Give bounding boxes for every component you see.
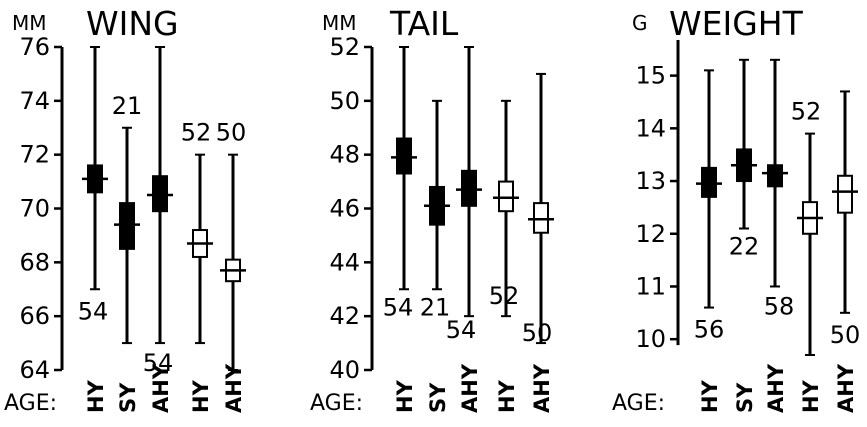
y-tick-label: 11 <box>635 272 666 300</box>
range-mark-3: 54 <box>143 46 174 377</box>
sample-size-label: 54 <box>78 297 109 325</box>
category-label: HY <box>393 379 417 413</box>
category-label: AHY <box>530 363 554 413</box>
chart-panel-tail: MM TAIL4042444648505254HY21SY54AHY52HY50A… <box>310 4 554 416</box>
category-label: AHY <box>222 363 246 413</box>
category-label: HY <box>84 379 108 413</box>
range-mark-5: 50 <box>216 119 247 371</box>
sample-size-label: 54 <box>383 293 414 321</box>
category-label: HY <box>698 379 722 413</box>
category-label: AHY <box>834 363 858 413</box>
chart-panel-weight: G WEIGHT 10 11 12 13 14 15 56 HY 22 SY 58 AHY 52 HY 50 AH… <box>612 4 860 416</box>
age-row-label: AGE: <box>612 391 665 416</box>
range-box-filled <box>119 202 135 250</box>
range-box-open <box>533 202 549 234</box>
y-tick-label: 48 <box>329 141 360 169</box>
y-tick-label: 70 <box>19 195 50 223</box>
range-box-filled <box>152 175 168 213</box>
sample-size-label: 50 <box>830 321 861 349</box>
range-box-filled <box>396 137 412 175</box>
panel-title: TAIL <box>389 4 459 43</box>
y-tick-label: 44 <box>329 248 360 276</box>
y-tick-label: 10 <box>635 325 666 353</box>
category-label: HY <box>799 379 823 413</box>
sample-size-label: 52 <box>181 119 212 147</box>
range-box-open <box>837 174 853 214</box>
range-mark-2: 21 <box>112 92 143 345</box>
unit-label: MM <box>322 11 357 35</box>
chart-panel-wing: MM WING6466687072747654HY21SY54AHY52HY50A… <box>4 4 246 416</box>
age-row-label: AGE: <box>4 391 57 416</box>
range-mark-1: 54 <box>78 46 109 325</box>
y-tick-label: 74 <box>19 87 50 115</box>
category-label: HY <box>495 379 519 413</box>
range-mark-4: 52 <box>791 98 823 356</box>
range-mark-3: 58 <box>762 58 795 320</box>
y-tick-label: 15 <box>635 62 666 90</box>
range-mark-3: 54 <box>446 46 482 344</box>
sample-size-label: 54 <box>446 316 477 344</box>
y-tick-label: 12 <box>635 220 666 248</box>
range-mark-4: 52 <box>489 99 520 318</box>
category-label: SY <box>116 382 140 413</box>
unit-label: MM <box>12 11 47 35</box>
category-label: SY <box>733 382 757 413</box>
sample-size-label: 58 <box>764 292 795 320</box>
y-tick-label: 68 <box>19 248 50 276</box>
y-tick-label: 46 <box>329 195 360 223</box>
sample-size-label: 54 <box>143 349 174 377</box>
sample-size-label: 21 <box>112 92 143 120</box>
y-tick-label: 13 <box>635 167 666 195</box>
y-tick-label: 50 <box>329 87 360 115</box>
category-label: HY <box>189 379 213 413</box>
category-label: SY <box>426 382 450 413</box>
category-label: AHY <box>764 363 788 413</box>
range-mark-2: 22 <box>729 58 760 260</box>
range-mark-4: 52 <box>181 119 213 345</box>
sample-size-label: 50 <box>216 119 247 147</box>
range-mark-5: 50 <box>522 72 554 347</box>
range-box-filled <box>767 164 783 188</box>
sample-size-label: 52 <box>791 98 822 126</box>
y-tick-label: 76 <box>19 33 50 61</box>
sample-size-label: 50 <box>522 319 553 347</box>
y-tick-label: 52 <box>329 33 360 61</box>
sample-size-label: 21 <box>420 293 451 321</box>
sample-size-label: 52 <box>489 282 520 310</box>
range-mark-2: 21 <box>420 99 451 321</box>
range-box-filled <box>461 169 477 207</box>
panel-title: WEIGHT <box>669 4 804 43</box>
range-mark-1: 54 <box>383 46 417 321</box>
sample-size-label: 56 <box>694 316 725 344</box>
sample-size-label: 22 <box>729 232 760 260</box>
y-tick-label: 72 <box>19 141 50 169</box>
y-tick-label: 64 <box>19 356 50 384</box>
range-box-open <box>498 180 514 213</box>
category-label: AHY <box>149 363 173 413</box>
y-tick-label: 40 <box>329 356 360 384</box>
y-tick-label: 14 <box>635 114 666 142</box>
range-box-filled <box>701 166 717 198</box>
range-mark-5: 50 <box>830 90 861 349</box>
y-tick-label: 42 <box>329 302 360 330</box>
y-tick-label: 66 <box>19 302 50 330</box>
panel-title: WING <box>86 4 179 43</box>
unit-label: G <box>632 11 648 35</box>
age-row-label: AGE: <box>310 391 363 416</box>
range-mark-1: 56 <box>694 69 725 344</box>
category-label: AHY <box>458 363 482 413</box>
